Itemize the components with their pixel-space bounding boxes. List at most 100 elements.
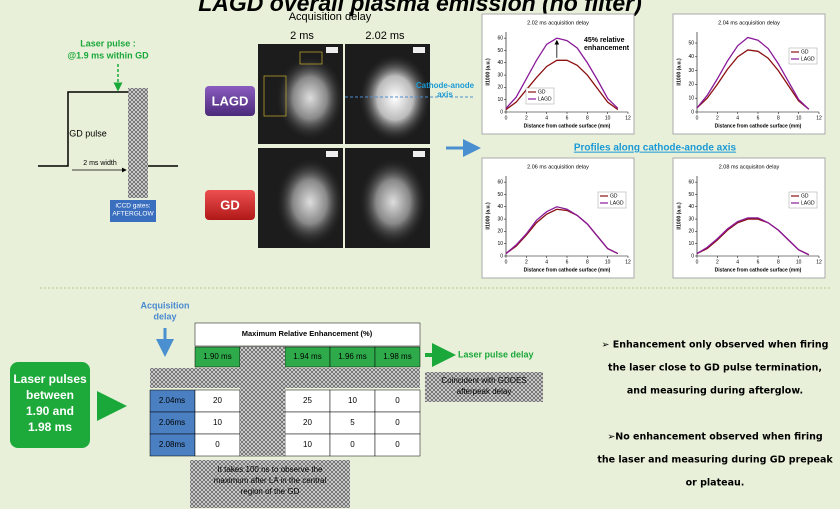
label: 10 [497, 241, 503, 247]
label: LAGD [538, 96, 552, 102]
label: I/1000 (a.u.) [676, 58, 682, 86]
label: 2.08ms [159, 440, 185, 449]
label: 30 [688, 68, 694, 74]
label: Profiles along cathode-anode axis [574, 143, 737, 154]
hidden-column [240, 347, 285, 456]
label: 8 [586, 259, 589, 265]
label: and measuring during afterglow. [627, 386, 803, 397]
label: between [26, 388, 74, 402]
label: the laser close to GD pulse termination, [608, 363, 822, 374]
label: 2 [525, 259, 528, 265]
label: 1.94 ms [293, 352, 321, 361]
label: 50 [497, 192, 503, 198]
label: GD [801, 49, 809, 55]
label: LAGD [801, 56, 815, 62]
label: 4 [545, 259, 548, 265]
label: 0 [696, 259, 699, 265]
label: 6 [566, 115, 569, 121]
label: 1.98 ms [383, 352, 411, 361]
label: 4 [736, 259, 739, 265]
label: 2.08 ms acquisiton delay [719, 164, 780, 170]
label: 45% relative [584, 37, 625, 44]
label: LAGD [212, 93, 249, 108]
label: Acquisition [141, 300, 190, 310]
label: 5 [350, 418, 355, 427]
label: 2.04ms [159, 396, 185, 405]
label: 10 [605, 259, 611, 265]
label: 20 [213, 396, 222, 405]
label: 25 [303, 396, 312, 405]
label: 0 [505, 259, 508, 265]
gate-window [128, 88, 148, 198]
label: 40 [688, 54, 694, 60]
label: GD [538, 89, 546, 95]
label: delay [153, 311, 176, 321]
label: Acquisition delay [289, 11, 372, 23]
label: Distance from cathode surface (mm) [524, 267, 611, 273]
label: 40 [497, 204, 503, 210]
label: 20 [497, 229, 503, 235]
label: 60 [688, 179, 694, 185]
label: 12 [625, 115, 631, 121]
label: 0 [395, 440, 400, 449]
label: AFTERGLOW [112, 211, 154, 218]
label: 6 [757, 115, 760, 121]
label: 8 [777, 259, 780, 265]
label: Coincident with GDOES [441, 376, 526, 385]
label: I/1000 (a.u.) [485, 58, 491, 86]
label: 8 [586, 115, 589, 121]
label: 60 [497, 179, 503, 185]
label: 12 [816, 259, 822, 265]
label: 0 [500, 253, 503, 259]
label: 40 [497, 60, 503, 66]
label: the laser and measuring during GD prepea… [597, 455, 833, 466]
label: maximum after LA in the central [214, 476, 327, 485]
label: GD [610, 193, 618, 199]
label: 20 [497, 85, 503, 91]
label: @1.9 ms within GD [67, 50, 149, 60]
label: 4 [736, 115, 739, 121]
label: 40 [688, 204, 694, 210]
label: 2 [716, 115, 719, 121]
label: 50 [497, 48, 503, 54]
label: 0 [696, 115, 699, 121]
label: I/1000 (a.u.) [485, 202, 491, 230]
label: Maximum Relative Enhancement (%) [242, 329, 373, 338]
label: It takes 100 ns to observe the [218, 465, 324, 474]
label: 10 [303, 440, 312, 449]
label: 10 [213, 418, 222, 427]
label: 2.02 ms acquisition delay [527, 20, 589, 26]
label: 2.02 ms [365, 30, 405, 42]
label: Distance from cathode surface (mm) [715, 267, 802, 273]
label: ➢No enhancement observed when firing [607, 432, 822, 443]
label: Distance from cathode surface (mm) [715, 123, 802, 129]
label: 2 ms [290, 30, 314, 42]
label: afterpeak delay [457, 387, 512, 396]
label: 0 [350, 440, 355, 449]
label: 8 [777, 115, 780, 121]
label: ➢ Enhancement only observed when firing [602, 340, 829, 351]
label: 10 [688, 241, 694, 247]
label: 10 [605, 115, 611, 121]
label: 12 [625, 259, 631, 265]
label: 2 ms width [83, 160, 117, 167]
label: 10 [688, 96, 694, 102]
label: Distance from cathode surface (mm) [524, 123, 611, 129]
label: 4 [545, 115, 548, 121]
label: 20 [303, 418, 312, 427]
label: 6 [757, 259, 760, 265]
label: LAGD [801, 200, 815, 206]
label: 0 [215, 440, 220, 449]
label: 1.90 and [26, 404, 74, 418]
label: 1.96 ms [338, 352, 366, 361]
label: 1.90 ms [203, 352, 231, 361]
label: iCCD gates: [115, 203, 150, 210]
label: 30 [688, 216, 694, 222]
label: 6 [566, 259, 569, 265]
label: GD pulse [69, 128, 107, 138]
label: 2.06 ms acquisition delay [527, 164, 589, 170]
slide: LAGD overall plasma emission (no filter)… [0, 0, 840, 509]
label: GD [220, 197, 240, 212]
label: Laser pulses [13, 372, 87, 386]
label: 20 [688, 82, 694, 88]
